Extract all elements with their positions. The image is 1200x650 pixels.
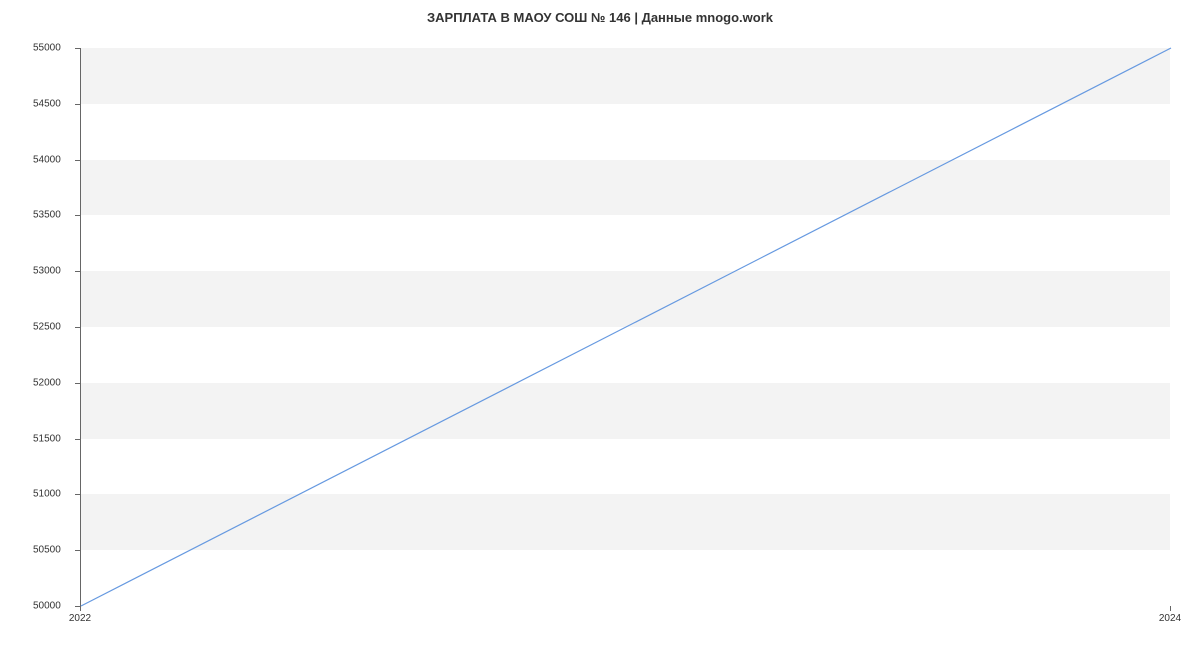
y-axis-tick-label: 50000 bbox=[33, 601, 61, 612]
y-axis-tick-label: 54000 bbox=[33, 154, 61, 165]
y-axis-tick-mark bbox=[75, 160, 80, 161]
y-axis-tick-label: 52000 bbox=[33, 377, 61, 388]
y-axis-tick-mark bbox=[75, 104, 80, 105]
y-axis-tick-mark bbox=[75, 494, 80, 495]
y-axis-tick-label: 51000 bbox=[33, 489, 61, 500]
y-axis-tick-mark bbox=[75, 439, 80, 440]
plot-area bbox=[80, 48, 1170, 606]
y-axis-tick-label: 55000 bbox=[33, 43, 61, 54]
y-axis-tick-mark bbox=[75, 550, 80, 551]
chart-title: ЗАРПЛАТА В МАОУ СОШ № 146 | Данные mnogo… bbox=[0, 10, 1200, 25]
x-axis-tick-label: 2022 bbox=[69, 613, 91, 624]
y-axis-tick-label: 54500 bbox=[33, 98, 61, 109]
y-axis-tick-label: 52500 bbox=[33, 322, 61, 333]
y-axis-tick-mark bbox=[75, 327, 80, 328]
y-axis-tick-label: 50500 bbox=[33, 545, 61, 556]
x-axis-tick-mark bbox=[1170, 606, 1171, 611]
y-axis-tick-mark bbox=[75, 383, 80, 384]
y-axis-tick-mark bbox=[75, 215, 80, 216]
y-axis-tick-label: 51500 bbox=[33, 433, 61, 444]
line-series bbox=[81, 48, 1170, 605]
y-axis-tick-mark bbox=[75, 48, 80, 49]
y-axis-tick-label: 53000 bbox=[33, 266, 61, 277]
y-axis-tick-label: 53500 bbox=[33, 210, 61, 221]
x-axis-tick-mark bbox=[80, 606, 81, 611]
y-axis-tick-mark bbox=[75, 271, 80, 272]
x-axis-tick-label: 2024 bbox=[1159, 613, 1181, 624]
